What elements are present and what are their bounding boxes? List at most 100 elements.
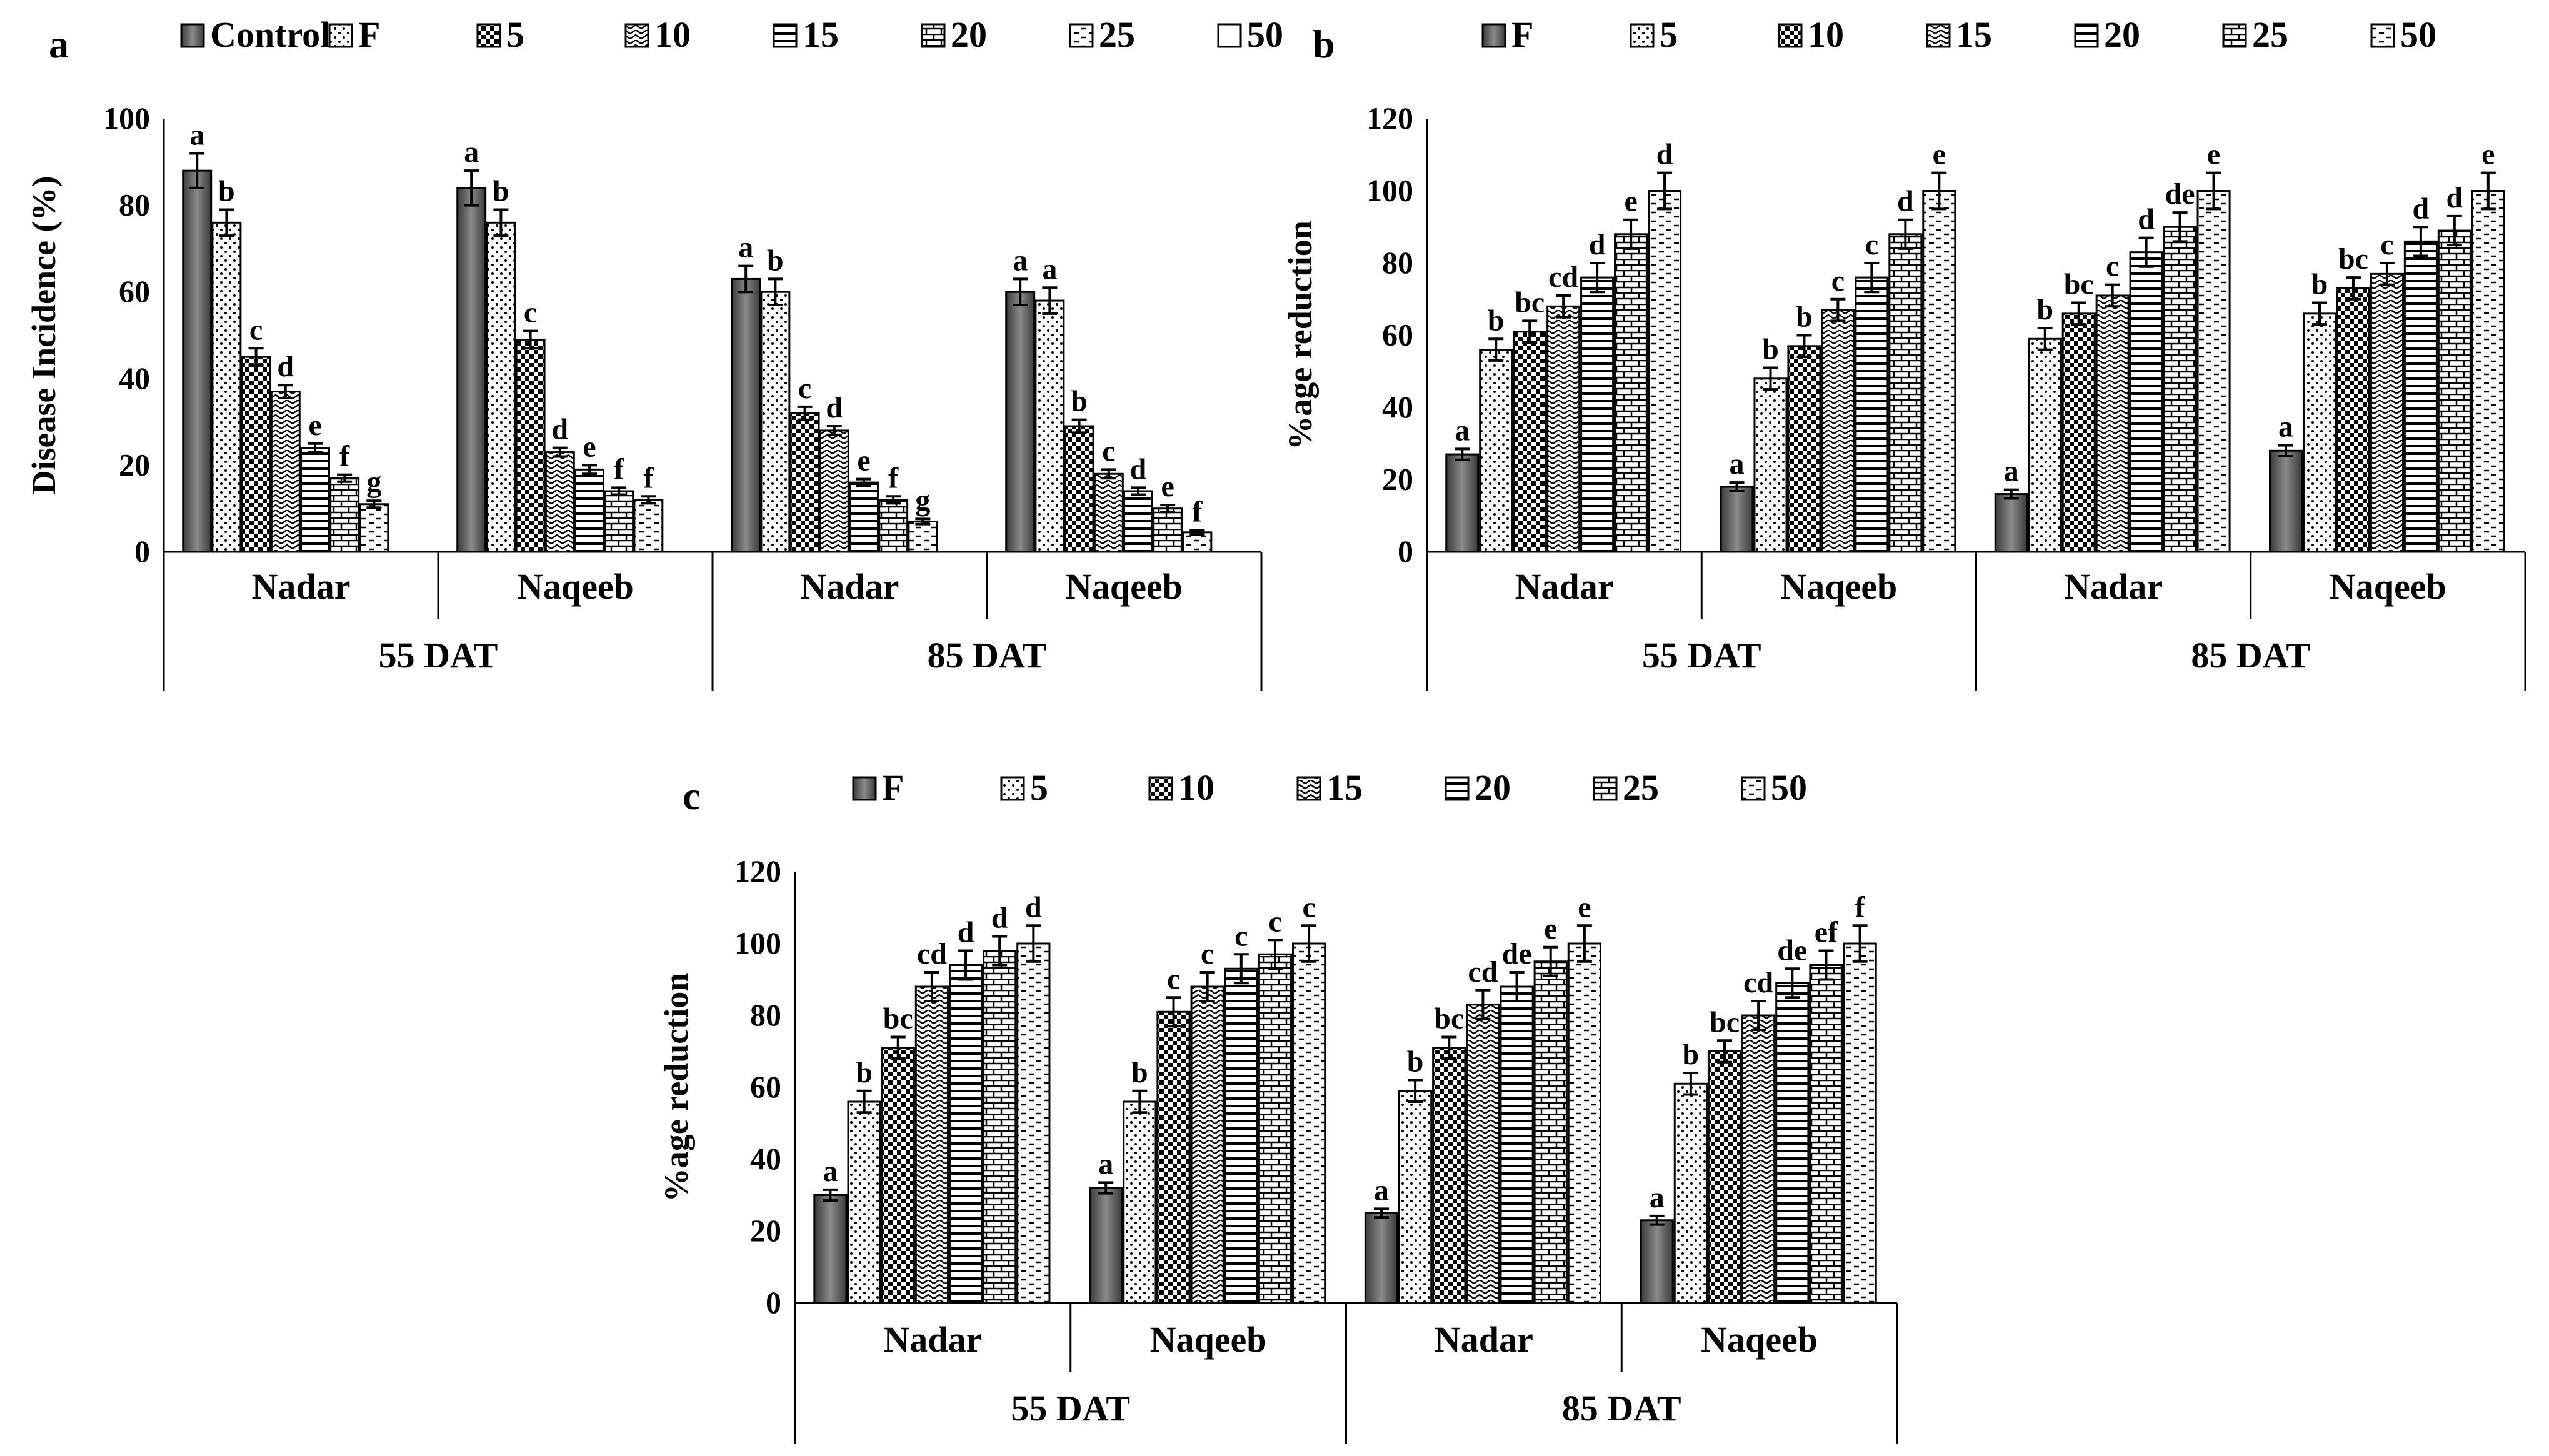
- bar: [2196, 190, 2231, 553]
- y-axis-label: %age reduction: [1281, 221, 1319, 449]
- bar: [908, 520, 938, 553]
- bar: [2471, 190, 2505, 553]
- significance-letter: c: [1167, 962, 1180, 995]
- significance-letter: c: [1201, 937, 1214, 970]
- significance-letter: bc: [2064, 268, 2094, 301]
- bar: [1291, 942, 1326, 1304]
- significance-letter: b: [1796, 301, 1813, 334]
- legend-label: Control: [210, 14, 330, 55]
- group-label: 85 DAT: [1562, 1388, 1681, 1429]
- significance-letter: e: [2481, 138, 2495, 171]
- bar: [1064, 425, 1094, 553]
- y-tick-label: 20: [750, 1213, 781, 1248]
- bar: [1787, 345, 1821, 553]
- significance-letter: d: [991, 902, 1008, 935]
- significance-letter: c: [1831, 264, 1845, 297]
- bar: [2268, 449, 2303, 553]
- y-tick-label: 0: [134, 534, 150, 569]
- legend-label: 5: [506, 14, 524, 55]
- significance-letter: d: [551, 413, 568, 446]
- group-label: 55 DAT: [1642, 635, 1761, 676]
- significance-letter: c: [1302, 890, 1315, 924]
- legend-swatch: [1069, 23, 1094, 48]
- legend-label: 10: [1178, 767, 1214, 808]
- bar: [1994, 493, 2028, 553]
- bar: [983, 950, 1017, 1304]
- bar: [1855, 276, 1889, 553]
- bar: [1016, 942, 1051, 1304]
- category-label: Naqeeb: [2330, 566, 2446, 607]
- legend-swatch: [624, 23, 649, 48]
- significance-letter: a: [464, 136, 479, 169]
- legend-swatch: [1926, 23, 1951, 48]
- significance-letter: d: [2446, 181, 2463, 214]
- bar: [948, 964, 983, 1304]
- legend-swatch: [921, 23, 946, 48]
- bar: [1533, 960, 1568, 1304]
- significance-letter: a: [1730, 447, 1745, 481]
- y-tick-label: 100: [734, 925, 781, 960]
- significance-letter: g: [915, 484, 930, 517]
- legend-label: 25: [2252, 14, 2288, 55]
- category-label: Nadar: [2064, 566, 2163, 607]
- bar: [1843, 942, 1877, 1304]
- significance-letter: e: [2207, 138, 2220, 171]
- bar: [1093, 472, 1124, 553]
- legend-label: F: [1511, 14, 1533, 55]
- significance-letter: a: [823, 1155, 838, 1188]
- bar: [1224, 967, 1258, 1304]
- significance-letter: a: [1098, 1147, 1113, 1180]
- legend-swatch: [1630, 23, 1655, 48]
- significance-letter: a: [738, 231, 753, 264]
- bar: [1089, 1187, 1123, 1304]
- legend-swatch: [2074, 23, 2099, 48]
- chart-panel-a: a Control F 5 10 15 20 25 50 Disease Incidence (%…: [25, 14, 1283, 691]
- chart-panel-c: c F 5 10 15 20 25 50 %age reduction 0 20 40 60 80 100 1…: [658, 767, 1898, 1444]
- significance-letter: cd: [917, 937, 947, 970]
- y-tick-label: 40: [750, 1141, 781, 1176]
- significance-letter: f: [643, 461, 654, 494]
- bar: [486, 221, 516, 553]
- y-axis-label: Disease Incidence (%): [25, 176, 63, 495]
- bar: [1648, 190, 1682, 553]
- bar: [2302, 312, 2337, 553]
- significance-letter: a: [2278, 411, 2293, 444]
- significance-letter: d: [277, 350, 294, 383]
- significance-letter: cd: [1468, 955, 1498, 989]
- category-label: Nadar: [883, 1319, 982, 1360]
- legend-label: 5: [1660, 14, 1678, 55]
- significance-letter: a: [1042, 252, 1057, 286]
- y-tick-label: 20: [119, 447, 150, 482]
- bar: [2437, 229, 2471, 553]
- bar: [270, 391, 301, 553]
- legend-swatch: [2370, 23, 2395, 48]
- significance-letter: f: [614, 452, 624, 486]
- legend-label: 50: [1247, 14, 1283, 55]
- legend-swatch: [1148, 776, 1173, 801]
- bar: [329, 477, 360, 553]
- bar: [2370, 272, 2404, 553]
- legend-label: 20: [951, 14, 987, 55]
- bar: [1753, 377, 1788, 553]
- significance-letter: ef: [1815, 916, 1838, 949]
- significance-letter: d: [1025, 890, 1042, 924]
- bar: [574, 468, 604, 553]
- legend-label: 15: [1956, 14, 1992, 55]
- legend-label: 25: [1623, 767, 1659, 808]
- bar: [1775, 982, 1810, 1304]
- legend-swatch: [852, 776, 877, 801]
- bar: [211, 221, 242, 553]
- legend-swatch: [180, 23, 205, 48]
- panel-label: c: [683, 774, 700, 818]
- bar: [849, 481, 879, 553]
- significance-letter: cd: [1743, 966, 1773, 999]
- bar: [1922, 190, 1956, 553]
- bar: [789, 412, 820, 553]
- legend-label: 50: [2400, 14, 2436, 55]
- bar: [1720, 486, 1754, 553]
- y-tick-label: 80: [119, 187, 150, 222]
- bar: [2095, 294, 2130, 553]
- bar: [633, 499, 664, 553]
- bar: [1005, 291, 1036, 553]
- y-tick-label: 60: [119, 274, 150, 309]
